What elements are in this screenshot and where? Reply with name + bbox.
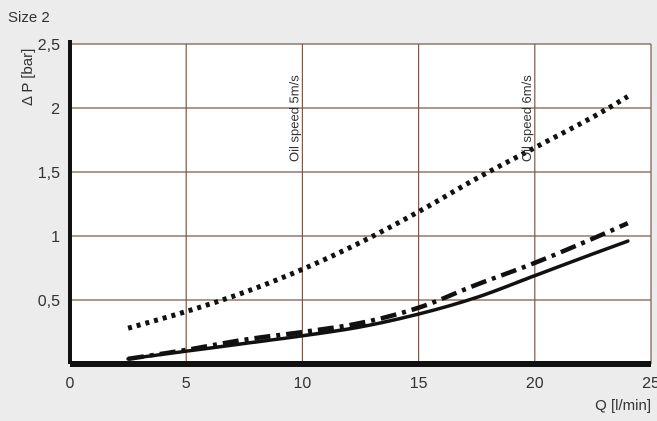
x-axis-label: Q [l/min]	[595, 397, 651, 414]
y-axis-label: Δ P [bar]	[19, 49, 36, 106]
x-tick-label-2: 10	[294, 375, 312, 392]
plot-area: 0 5 10 15 20 25 0,5 1 1,5 2 2,5 Oil speed 5m/s Oil s…	[38, 37, 657, 392]
x-tick-label-4: 20	[526, 375, 544, 392]
series-line-dash-dot	[127, 221, 629, 362]
annotation-oil-speed-1: Oil speed 6m/s	[519, 75, 534, 162]
x-tick-label-5: 25	[642, 375, 657, 392]
y-tick-label-4: 2,5	[38, 37, 60, 54]
y-tick-label-1: 1	[51, 229, 60, 246]
series-line-solid	[126, 239, 630, 361]
y-tick-label-0: 0,5	[38, 293, 60, 310]
chart-title: Size 2	[8, 9, 50, 26]
annotation-oil-speed-0: Oil speed 5m/s	[286, 75, 301, 162]
y-tick-label-2: 1,5	[38, 165, 60, 182]
x-tick-label-3: 15	[410, 375, 428, 392]
series-line-dotted	[127, 94, 630, 331]
plot-background	[70, 44, 651, 364]
x-tick-label-0: 0	[66, 375, 75, 392]
y-tick-label-3: 2	[51, 101, 60, 118]
x-tick-label-1: 5	[182, 375, 191, 392]
